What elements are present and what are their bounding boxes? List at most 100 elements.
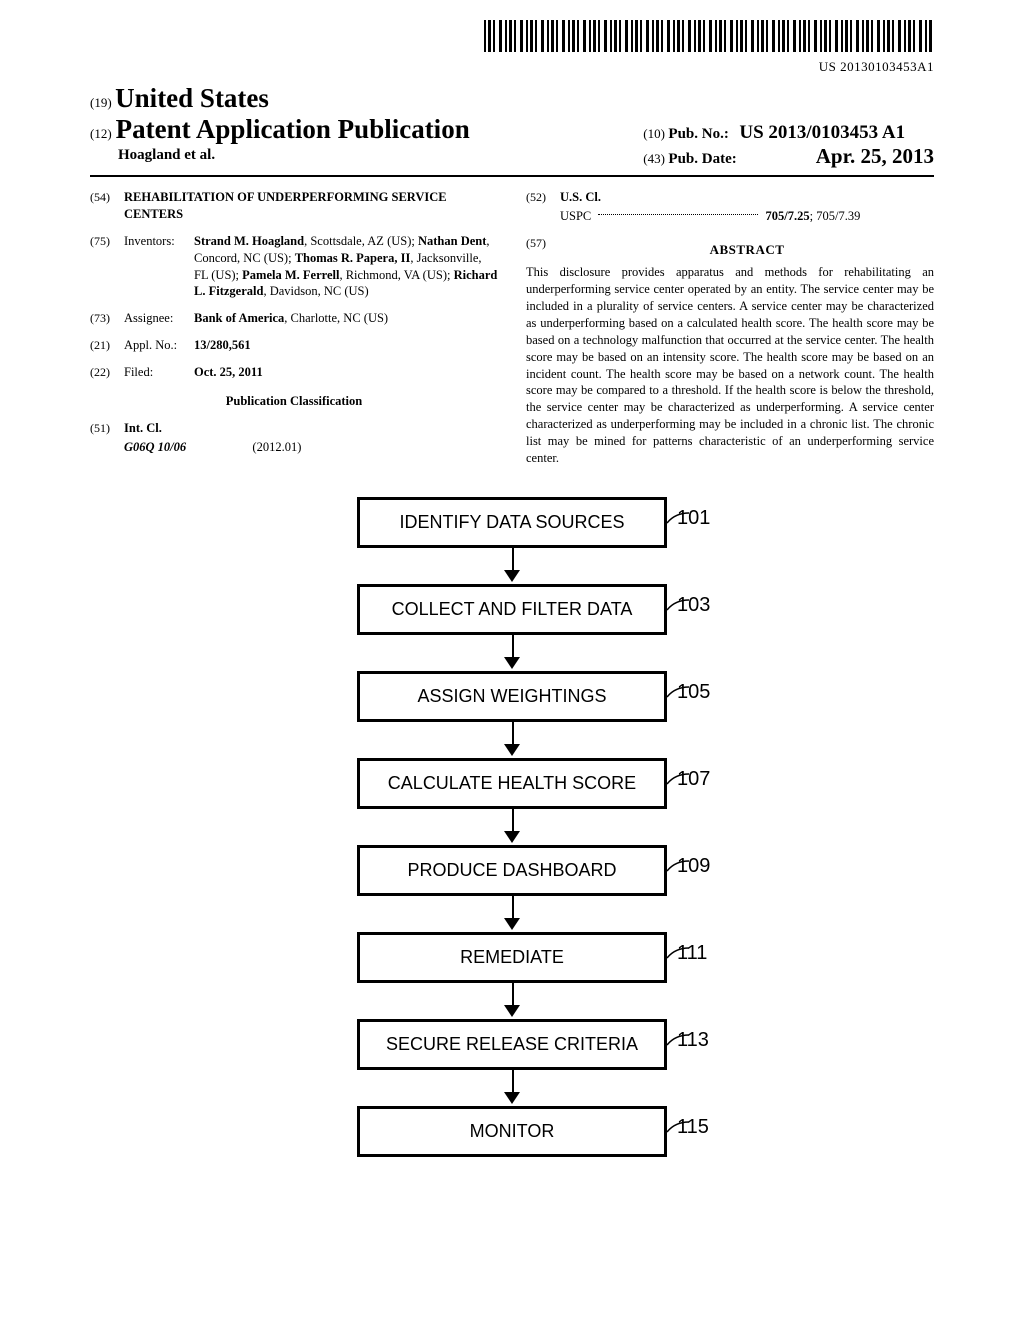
appl-no-row: (21) Appl. No.: 13/280,561 [90,337,498,354]
pub-type-line: (12) Patent Application Publication Hoag… [90,114,934,169]
filed-value: Oct. 25, 2011 [194,364,498,381]
pub-type-num: (12) [90,126,112,141]
pub-meta-block: (10) Pub. No.: US 2013/0103453 A1 (43) P… [643,122,934,169]
uspc-sec: 705/7.39 [816,209,860,223]
arrow-head-icon [504,744,520,756]
left-column: (54) REHABILITATION OF UNDERPERFORMING S… [90,189,498,467]
flow-box: COLLECT AND FILTER DATA [357,584,667,635]
flow-leader-line [667,598,689,610]
arrow-line [512,809,514,831]
pub-class-heading: Publication Classification [90,393,498,410]
uscl-label: U.S. Cl. [560,189,934,206]
appl-label: Appl. No.: [124,337,194,354]
abstract-heading: ABSTRACT [560,241,934,259]
arrow-head-icon [504,570,520,582]
flow-step: MONITOR115 [262,1106,762,1157]
barcode-graphic [484,20,934,52]
flow-box: MONITOR [357,1106,667,1157]
pub-type: Patent Application Publication [116,114,470,144]
flow-leader-line [667,1120,689,1132]
assignee-label: Assignee: [124,310,194,327]
uspc-row: USPC 705/7.25; 705/7.39 [526,208,934,225]
arrow-head-icon [504,1005,520,1017]
flow-step: PRODUCE DASHBOARD109 [262,845,762,896]
flow-box: ASSIGN WEIGHTINGS [357,671,667,722]
right-column: (52) U.S. Cl. USPC 705/7.25; 705/7.39 (5… [526,189,934,467]
header-divider [90,175,934,177]
flow-leader-line [667,1033,689,1045]
inventors-label: Inventors: [124,233,194,301]
intcl-spacer [90,439,124,456]
inventor-4-loc: , Richmond, VA (US); [339,268,453,282]
country-line: (19) United States [90,83,934,114]
arrow-head-icon [504,657,520,669]
pub-date-label: Pub. Date: [668,151,736,167]
flow-arrow [262,809,762,845]
flow-box: IDENTIFY DATA SOURCES [357,497,667,548]
intcl-year: (2012.01) [252,440,301,454]
pub-date-num: (43) [643,151,665,166]
assignee-loc: , Charlotte, NC (US) [284,311,388,325]
flow-arrow [262,635,762,671]
inventor-1-loc: , Scottsdale, AZ (US); [304,234,418,248]
flow-step: COLLECT AND FILTER DATA103 [262,584,762,635]
intcl-body: G06Q 10/06 (2012.01) [124,439,498,456]
header-block: (19) United States (12) Patent Applicati… [90,83,934,169]
filed-row: (22) Filed: Oct. 25, 2011 [90,364,498,381]
abstract-num: (57) [526,235,560,265]
appl-num: (21) [90,337,124,354]
uspc-label: USPC [560,209,591,223]
assignee-name: Bank of America [194,311,284,325]
flow-arrow [262,896,762,932]
uspc-main: 705/7.25 [766,209,810,223]
inventor-1: Strand M. Hoagland [194,234,304,248]
country-num: (19) [90,95,112,110]
pub-no-num: (10) [643,126,665,141]
flow-step: CALCULATE HEALTH SCORE107 [262,758,762,809]
intcl-num: (51) [90,420,124,437]
inventors-num: (75) [90,233,124,301]
arrow-line [512,983,514,1005]
flow-leader-line [667,946,689,958]
pub-date-value: Apr. 25, 2013 [816,144,934,168]
arrow-head-icon [504,918,520,930]
flow-step: ASSIGN WEIGHTINGS105 [262,671,762,722]
flow-step: IDENTIFY DATA SOURCES101 [262,497,762,548]
flow-leader-line [667,685,689,697]
arrow-head-icon [504,1092,520,1104]
uspc-body: USPC 705/7.25; 705/7.39 [560,208,934,225]
abstract-header-row: (57) ABSTRACT [526,235,934,265]
authors-line: Hoagland et al. [90,147,643,164]
title-row: (54) REHABILITATION OF UNDERPERFORMING S… [90,189,498,223]
uscl-row: (52) U.S. Cl. [526,189,934,206]
flow-arrow [262,1070,762,1106]
flow-leader-line [667,772,689,784]
inventors-body: Strand M. Hoagland, Scottsdale, AZ (US);… [194,233,498,301]
intcl-label: Int. Cl. [124,420,498,437]
pub-no-label: Pub. No.: [668,126,728,142]
intcl-row: (51) Int. Cl. [90,420,498,437]
arrow-line [512,1070,514,1092]
abstract-heading-wrap: ABSTRACT [560,235,934,265]
bibliographic-columns: (54) REHABILITATION OF UNDERPERFORMING S… [90,189,934,467]
assignee-body: Bank of America, Charlotte, NC (US) [194,310,498,327]
flow-step: REMEDIATE111 [262,932,762,983]
arrow-line [512,896,514,918]
country-name: United States [115,83,269,113]
inventor-3: Thomas R. Papera, II [295,251,411,265]
intcl-code: G06Q 10/06 [124,440,186,454]
flow-box: PRODUCE DASHBOARD [357,845,667,896]
barcode-text: US 20130103453A1 [90,59,934,75]
uscl-num: (52) [526,189,560,206]
arrow-line [512,635,514,657]
assignee-num: (73) [90,310,124,327]
appl-value: 13/280,561 [194,337,498,354]
title-num: (54) [90,189,124,223]
uspc-dots [598,214,758,215]
flow-arrow [262,548,762,584]
inventor-5-loc: , Davidson, NC (US) [263,284,368,298]
abstract-text: This disclosure provides apparatus and m… [526,264,934,467]
intcl-code-row: G06Q 10/06 (2012.01) [90,439,498,456]
flow-leader-line [667,511,689,523]
flow-arrow [262,722,762,758]
